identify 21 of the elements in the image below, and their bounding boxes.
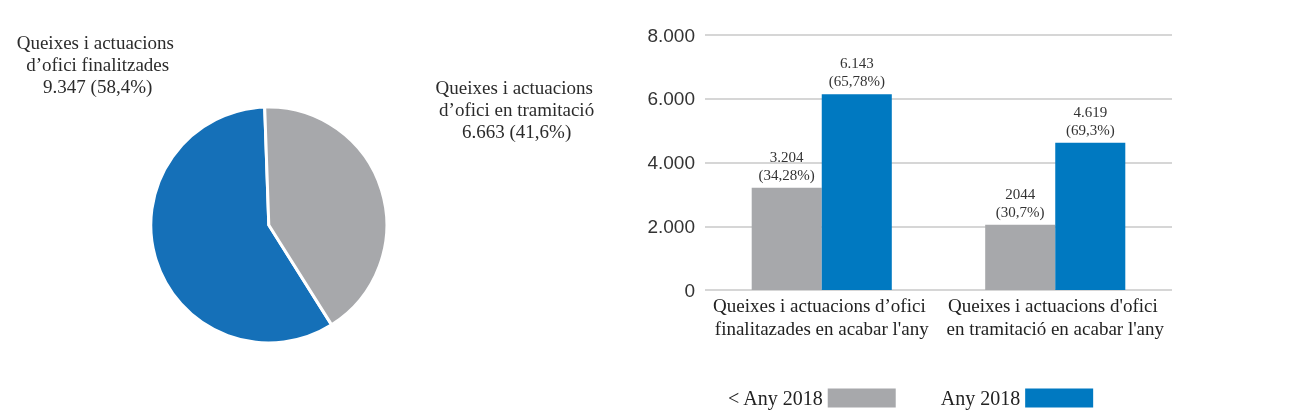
x-tick-label: Queixes i actuacions d’ofici finalitazades en acabar l'any (713, 295, 931, 339)
data-label: 6.143 (65,78%) (828, 55, 885, 91)
data-label: 3.204 (34,28%) (758, 148, 815, 184)
data-label: 4.619 (69,3%) (1065, 103, 1115, 139)
y-tick-label: 0 (684, 279, 695, 301)
legend-label: Any 2018 (940, 387, 1021, 410)
bar (985, 224, 1056, 290)
y-tick-label: 6.000 (647, 88, 695, 110)
bar (751, 187, 822, 290)
data-label: 2044 (30,7%) (995, 185, 1045, 221)
data-label: 9.347 (58,4%) (43, 75, 153, 98)
y-tick-label: 2.000 (647, 215, 695, 237)
y-tick-label: 4.000 (647, 152, 695, 173)
bar (1055, 142, 1126, 290)
legend-label: < Any 2018 (728, 387, 823, 410)
slice-label: Queixes i actuacions d’ofici finalitzades (16, 31, 179, 75)
slice-label: Queixes i actuacions d’ofici en tramitació (435, 76, 598, 120)
bar (821, 94, 892, 290)
y-tick-label: 8.000 (647, 24, 695, 46)
data-label: 6.663 (41,6%) (461, 120, 572, 143)
x-tick-label: Queixes i actuacions d'ofici en tramitació en acabar l'any (946, 295, 1165, 339)
